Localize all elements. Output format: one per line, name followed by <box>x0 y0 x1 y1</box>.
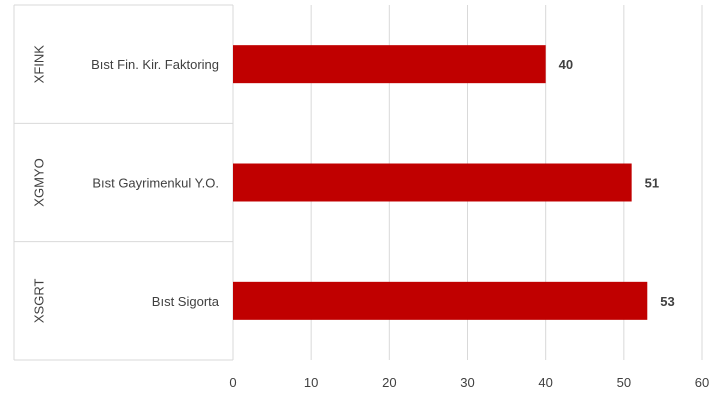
bar <box>233 164 632 202</box>
bar <box>233 282 647 320</box>
x-tick-label: 10 <box>304 375 318 390</box>
labels: 0 10 20 30 40 50 60 40 Bıst Fin. Kir. Faktoring X… <box>32 45 710 390</box>
group-code-label: XSGRT <box>32 279 47 324</box>
category-label: Bıst Fin. Kir. Faktoring <box>91 57 219 72</box>
x-tick-label: 0 <box>229 375 236 390</box>
group-code-label: XGMYO <box>32 158 47 206</box>
x-tick-label: 30 <box>460 375 474 390</box>
group-code-label: XFINK <box>32 45 47 84</box>
data-label: 51 <box>645 176 659 191</box>
x-tick-label: 50 <box>617 375 631 390</box>
bars <box>233 45 647 320</box>
x-tick-label: 40 <box>538 375 552 390</box>
x-tick-label: 20 <box>382 375 396 390</box>
category-label: Bıst Sigorta <box>152 294 220 309</box>
x-tick-label: 60 <box>695 375 709 390</box>
category-label: Bıst Gayrimenkul Y.O. <box>92 176 219 191</box>
data-label: 40 <box>559 57 573 72</box>
bar <box>233 45 546 83</box>
data-label: 53 <box>660 294 674 309</box>
